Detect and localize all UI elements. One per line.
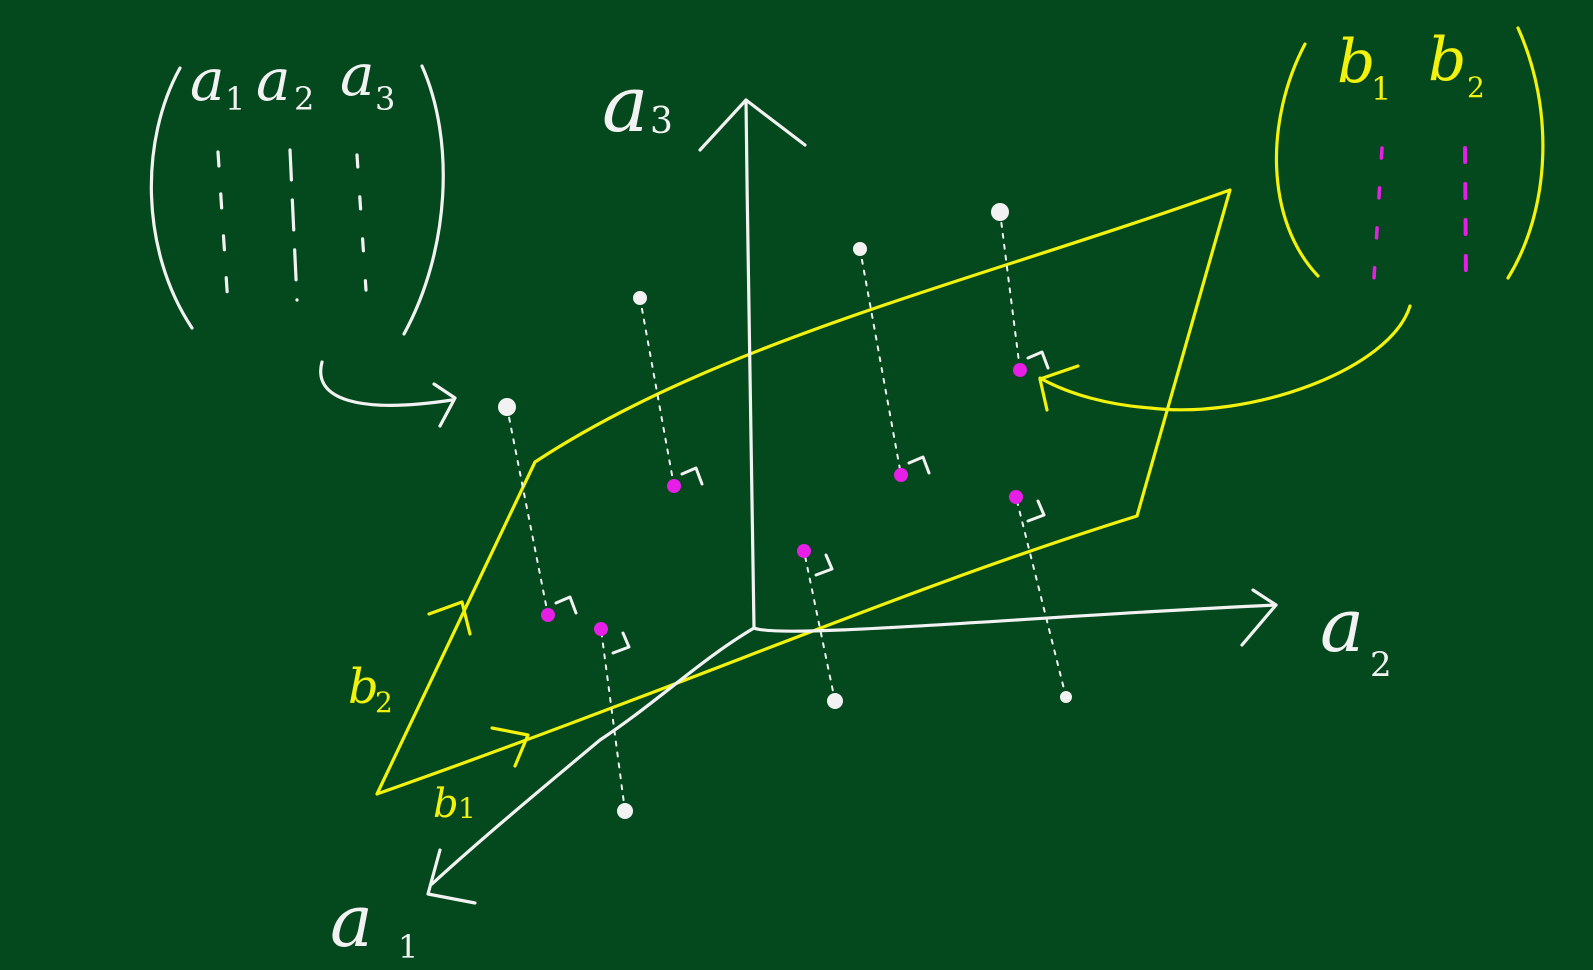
- matrix-b-left-paren: [1274, 42, 1320, 278]
- projected-point-3: [594, 622, 608, 636]
- matrix-a-col-3-letter: a: [340, 41, 375, 109]
- right-angle-icon: [611, 631, 631, 655]
- data-point-2: [633, 291, 647, 305]
- data-point-7: [1060, 691, 1072, 703]
- matrix-a-col-3-sub: 3: [375, 80, 395, 118]
- b1-label-sub: 1: [458, 792, 476, 825]
- matrix-b-right-paren: [1506, 26, 1545, 280]
- matrix-a-col-1-letter: a: [190, 46, 225, 114]
- data-point-1: [498, 398, 516, 416]
- data-point-6: [991, 203, 1009, 221]
- right-angle-icon: [1026, 499, 1046, 523]
- projections: [498, 203, 1072, 819]
- matrix-b-col-1-letter: b: [1337, 27, 1375, 97]
- right-angle-icon: [814, 553, 834, 577]
- matrix-b: b 1 b 2: [1274, 25, 1545, 284]
- coordinate-axes: a 3 a 2 a 1: [330, 60, 1392, 966]
- projection-line-4: [859, 248, 902, 476]
- matrix-b-to-plane-arrow: [1038, 304, 1412, 412]
- matrix-a-to-points-arrow: [319, 360, 454, 407]
- matrix-b-col-2-dashes: [1463, 146, 1468, 284]
- matrix-a-col-3-dashes: [355, 153, 368, 292]
- projection-line-2: [639, 297, 675, 487]
- axis-a1: [430, 626, 756, 886]
- axis-a3-label-sub: 3: [650, 101, 673, 142]
- matrix-b-col-2-sub: 2: [1467, 71, 1485, 104]
- axis-a2: [752, 603, 1278, 633]
- right-angle-icon: [1026, 350, 1050, 370]
- matrix-a-col-2-letter: a: [256, 46, 291, 114]
- matrix-a-col-2-sub: 2: [294, 80, 314, 118]
- axis-a3-label-letter: a: [602, 60, 649, 150]
- projection-line-3: [600, 628, 626, 812]
- data-point-5: [827, 693, 843, 709]
- matrix-a-left-paren: [149, 66, 194, 330]
- b1-label-letter: b: [433, 781, 459, 827]
- b1-direction-arrowhead: [490, 726, 530, 768]
- axis-a2-arrowhead: [1240, 588, 1278, 647]
- data-point-3: [617, 803, 633, 819]
- matrix-a: a 1 a 2 a 3: [149, 41, 445, 336]
- projection-line-5: [803, 550, 836, 702]
- matrix-a-arrowhead: [432, 382, 457, 428]
- right-angle-icon: [680, 466, 704, 486]
- b2-direction-arrowhead: [427, 600, 472, 636]
- matrix-b-col-1-dashes: [1372, 146, 1384, 280]
- axis-a3: [744, 98, 756, 630]
- matrix-b-arrowhead: [1038, 364, 1080, 412]
- axis-a3-arrowhead: [698, 98, 807, 152]
- projected-point-5: [797, 544, 811, 558]
- projected-point-1: [541, 608, 555, 622]
- projected-point-2: [667, 479, 681, 493]
- axis-a2-label-sub: 2: [1370, 645, 1392, 685]
- b2-label-letter: b: [348, 659, 379, 715]
- data-point-4: [853, 242, 867, 256]
- b2-label-sub: 2: [375, 686, 393, 719]
- projection-line-1: [506, 406, 549, 616]
- matrix-a-col-2-dashes: [288, 148, 299, 302]
- matrix-b-col-1-sub: 1: [1371, 70, 1391, 108]
- matrix-a-col-1-sub: 1: [225, 80, 245, 118]
- matrix-a-right-paren: [402, 64, 445, 336]
- matrix-b-col-2-letter: b: [1428, 25, 1466, 95]
- projection-line-7: [1015, 496, 1067, 698]
- column-space-plane: b 1 b 2: [348, 188, 1232, 827]
- plane-outline: [375, 188, 1232, 796]
- axis-a2-label-letter: a: [1320, 583, 1364, 669]
- axis-a1-label-letter: a: [330, 879, 373, 963]
- projected-point-6: [1013, 363, 1027, 377]
- axis-a1-arrowhead: [426, 848, 477, 905]
- matrix-a-col-1-dashes: [216, 150, 230, 307]
- right-angle-icon: [907, 455, 931, 475]
- projected-point-7: [1009, 490, 1023, 504]
- axis-a1-label-sub: 1: [398, 928, 418, 966]
- arrow-icon: [319, 304, 1412, 428]
- projected-point-4: [894, 468, 908, 482]
- right-angle-icon: [554, 595, 578, 615]
- projection-line-6: [999, 211, 1021, 371]
